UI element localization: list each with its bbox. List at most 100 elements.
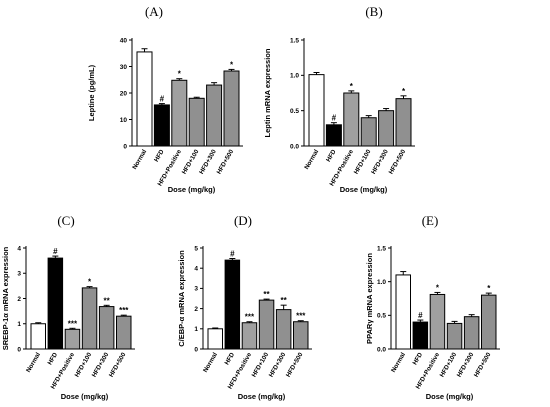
- bar-hfd-300: [463, 316, 480, 350]
- y-tick-label: 0: [17, 346, 21, 353]
- bar-hfd-300: [206, 84, 223, 147]
- significance-marker: **: [263, 290, 270, 299]
- significance-marker: *: [350, 82, 354, 91]
- panel-letter: (C): [57, 213, 74, 228]
- bar-hfd-300: [98, 306, 115, 350]
- bar-normal: [308, 74, 325, 147]
- significance-marker: *: [178, 70, 182, 79]
- bar-hfd-500: [481, 294, 497, 350]
- y-tick-label: 0.0: [290, 143, 299, 150]
- y-tick-label: 20: [120, 90, 128, 97]
- bar-hfd: [224, 259, 241, 350]
- y-tick-label: 3: [194, 286, 198, 293]
- bar-normal: [136, 51, 153, 147]
- significance-marker: *: [402, 87, 406, 96]
- bar-hfd-positive: [429, 293, 446, 350]
- y-tick-label: 30: [120, 64, 128, 71]
- x-axis-label: Dose (mg/kg): [340, 185, 388, 194]
- x-axis-label: Dose (mg/kg): [238, 392, 286, 401]
- bar-hfd-100: [258, 299, 275, 350]
- y-axis-label: C/EBP-α mRNA expression: [177, 250, 186, 347]
- y-tick-label: 1.5: [377, 245, 386, 252]
- y-tick-label: 5: [194, 245, 198, 252]
- y-axis-label: Leptine (pg/mL): [87, 64, 96, 121]
- category-label: HFD: [47, 351, 60, 366]
- category-label: HFD+500: [285, 351, 305, 378]
- y-tick-label: 1: [17, 321, 21, 328]
- bar-hfd-positive: [343, 92, 360, 147]
- y-axis-label: Leptin mRNA expression: [263, 48, 272, 137]
- y-tick-label: 0: [123, 143, 127, 150]
- x-axis-label: Dose (mg/kg): [168, 185, 216, 194]
- significance-marker: **: [104, 296, 111, 305]
- category-label: HFD+500: [473, 351, 493, 378]
- bar-hfd: [153, 104, 170, 147]
- category-label: Normal: [202, 351, 219, 374]
- significance-marker: #: [230, 250, 235, 259]
- y-tick-label: 4: [17, 245, 21, 252]
- panel-letter: (B): [365, 4, 382, 19]
- bar-hfd: [325, 124, 342, 147]
- bar-hfd-300: [275, 309, 292, 350]
- category-label: HFD: [412, 351, 425, 366]
- panel-letter: (E): [422, 213, 439, 228]
- y-tick-label: 4: [194, 266, 198, 273]
- bar-hfd-500: [395, 98, 412, 147]
- x-axis-label: Dose (mg/kg): [61, 392, 109, 401]
- bar-hfd-100: [360, 117, 377, 147]
- bar-hfd-500: [116, 315, 132, 350]
- significance-marker: ***: [296, 312, 306, 321]
- panel-letter: (D): [234, 213, 252, 228]
- significance-marker: *: [88, 278, 92, 287]
- category-label: HFD: [153, 148, 166, 163]
- y-tick-label: 40: [120, 37, 128, 44]
- panel-letter: (A): [145, 4, 163, 19]
- significance-marker: *: [230, 60, 234, 69]
- bar-normal: [30, 323, 46, 350]
- y-tick-label: 0.5: [290, 108, 299, 115]
- chart-panel-d: (D) 0 1 2 3 4 5 C/EBP-α mRNA expression Normal # H…: [177, 213, 312, 401]
- chart-panel-a: (A) 0 10 20 30 40 Leptine (pg/mL) Normal # HFD * HF…: [87, 4, 243, 194]
- y-axis-label: PPARγ mRNA expression: [365, 253, 374, 344]
- y-tick-label: 1.0: [377, 279, 386, 286]
- bar-hfd-500: [223, 70, 240, 147]
- significance-marker: #: [160, 95, 165, 104]
- y-tick-label: 1.5: [290, 37, 299, 44]
- bar-hfd-300: [378, 110, 395, 147]
- bar-hfd: [47, 257, 64, 350]
- bar-hfd: [412, 321, 429, 350]
- y-tick-label: 10: [120, 117, 128, 124]
- bar-hfd-positive: [241, 322, 258, 350]
- significance-marker: #: [418, 311, 423, 320]
- bar-hfd-positive: [171, 79, 188, 147]
- category-label: HFD: [325, 148, 338, 163]
- bar-normal: [395, 274, 411, 350]
- y-tick-label: 2: [194, 306, 198, 313]
- category-label: HFD+500: [388, 148, 408, 175]
- y-tick-label: 0: [194, 346, 198, 353]
- category-label: Normal: [131, 148, 148, 171]
- y-tick-label: 1.0: [290, 73, 299, 80]
- category-label: HFD: [224, 351, 237, 366]
- x-axis-label: Dose (mg/kg): [426, 392, 474, 401]
- category-label: HFD+500: [216, 148, 236, 175]
- y-tick-label: 0.5: [377, 313, 386, 320]
- chart-panel-c: (C) 0 1 2 3 4 SREBP-1α mRNA expression Normal # H…: [1, 213, 135, 401]
- bar-hfd-100: [81, 287, 98, 350]
- category-label: Normal: [390, 351, 407, 374]
- significance-marker: ***: [245, 313, 255, 322]
- significance-marker: *: [487, 284, 491, 293]
- bar-hfd-500: [293, 321, 309, 350]
- y-tick-label: 0.0: [377, 346, 386, 353]
- significance-marker: **: [281, 296, 288, 305]
- significance-marker: #: [332, 114, 337, 123]
- bar-normal: [207, 328, 223, 350]
- category-label: HFD+500: [108, 351, 128, 378]
- y-tick-label: 1: [194, 326, 198, 333]
- significance-marker: ***: [68, 319, 78, 328]
- significance-marker: *: [436, 283, 440, 292]
- bar-hfd-100: [446, 322, 463, 350]
- y-tick-label: 2: [17, 296, 21, 303]
